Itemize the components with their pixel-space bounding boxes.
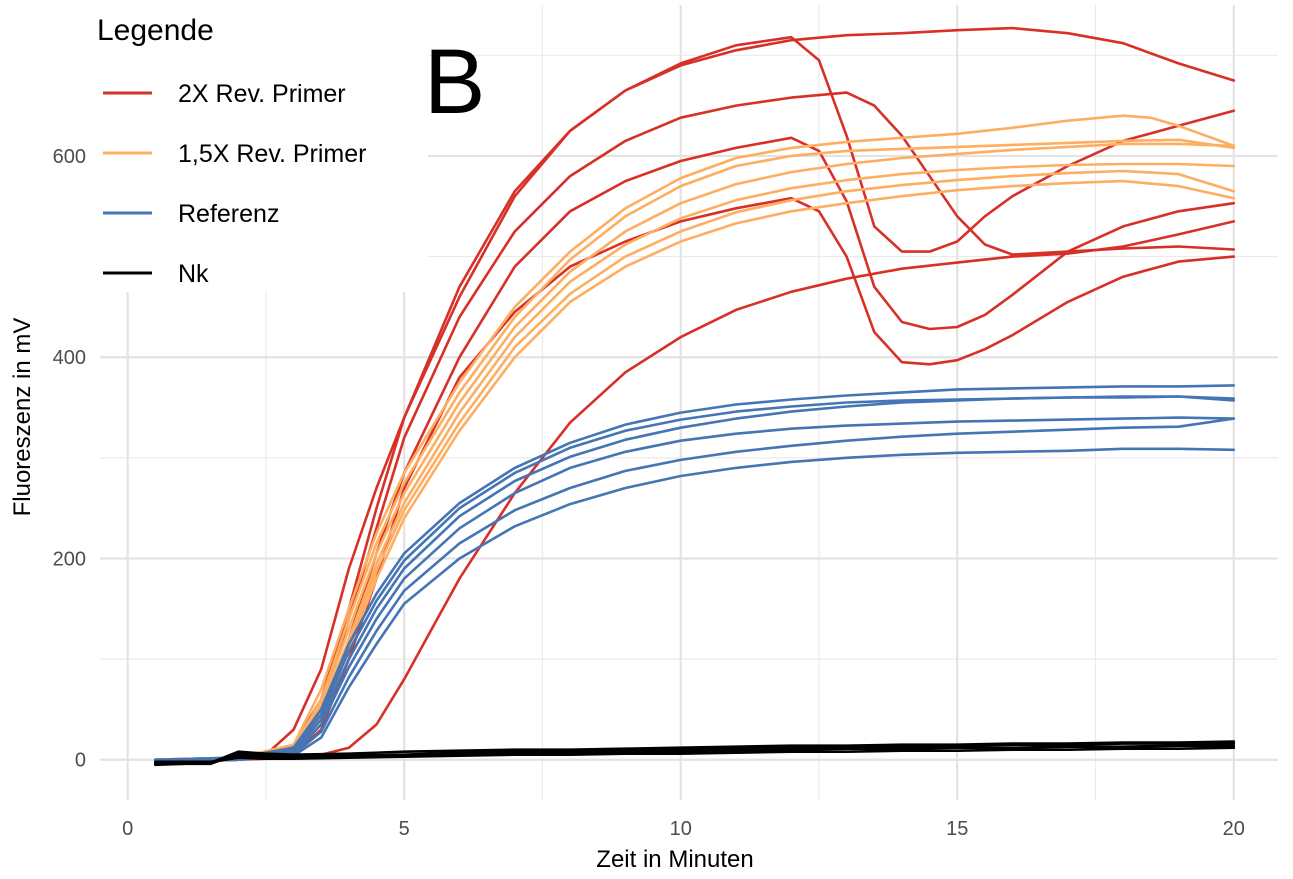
legend: Legende 2X Rev. Primer 1,5X Rev. Primer Re… [88,0,428,292]
series-line-referenz-14 [154,395,1236,764]
legend-items: 2X Rev. Primer 1,5X Rev. Primer Referenz Nk [103,80,366,288]
legend-background [88,0,428,292]
x-axis-title: Zeit in Minuten [596,846,753,873]
y-axis-ticks: 0 200 400 600 [53,146,86,772]
panel-tag: B [424,31,485,133]
x-tick-label: 10 [670,818,692,840]
series-line-nk-20 [154,744,1236,765]
x-tick-label: 5 [399,818,410,840]
series-line-referenz-16 [154,417,1236,765]
x-tick-label: 15 [946,818,968,840]
series-line-referenz-15 [154,416,1236,764]
series-line-1-5x-rev-primer-6 [154,114,1236,761]
x-tick-label: 0 [122,818,133,840]
legend-label-1: 1,5X Rev. Primer [178,140,366,168]
y-tick-label: 200 [53,548,86,570]
legend-title: Legende [97,14,214,47]
legend-label-2: Referenz [178,200,279,228]
series-line-2x-rev-primer-0 [154,35,1236,761]
y-tick-label: 0 [75,750,86,772]
y-tick-label: 400 [53,347,86,369]
series-line-referenz-17 [154,447,1236,765]
series-line-referenz-12 [154,384,1236,761]
legend-label-0: 2X Rev. Primer [178,80,346,108]
series-line-2x-rev-primer-4 [154,196,1236,764]
series-lines [154,26,1236,767]
x-tick-label: 20 [1223,818,1245,840]
x-axis-ticks: 0 5 10 15 20 [122,818,1245,840]
legend-label-3: Nk [178,260,209,288]
y-tick-label: 600 [53,146,86,168]
series-line-1-5x-rev-primer-7 [154,138,1236,761]
series-line-2x-rev-primer-5 [154,220,1236,765]
series-line-nk-21 [154,746,1236,764]
series-line-1-5x-rev-primer-8 [154,142,1236,764]
y-axis-title: Fluoreszenz in mV [9,318,36,517]
